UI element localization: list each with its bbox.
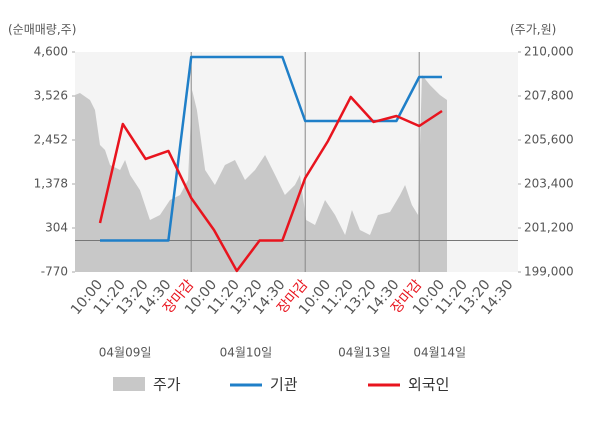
date-label: 04월14일 <box>413 346 466 360</box>
legend-swatch <box>113 377 145 391</box>
y2-tick-label: 199,000 <box>524 265 574 279</box>
price-area <box>75 75 448 272</box>
y2-axis-title: (주가,원) <box>510 23 556 37</box>
plot: 4,600 3,526 2,452 1,378 304 -770 210,000 207,80… <box>34 45 574 360</box>
y-axis-title: (순매매량,주) <box>8 23 76 37</box>
legend-label: 외국인 <box>408 376 449 394</box>
y2-tick-label: 203,400 <box>524 177 574 191</box>
y2-tick-label: 210,000 <box>524 45 574 59</box>
legend-label: 주가 <box>153 376 181 394</box>
y2-tick-label: 201,200 <box>524 221 574 235</box>
y-tick-label: 3,526 <box>34 89 68 103</box>
series-line <box>100 55 442 242</box>
y-tick-label: 304 <box>45 221 68 235</box>
date-label: 04월13일 <box>338 346 391 360</box>
y2-tick-label: 205,600 <box>524 133 574 147</box>
date-label: 04월09일 <box>99 346 152 360</box>
y-tick-label: 4,600 <box>34 45 68 59</box>
series-line <box>98 95 443 273</box>
legend-label: 기관 <box>270 376 298 394</box>
y-tick-label: 2,452 <box>34 133 68 147</box>
date-label: 04월10일 <box>220 346 273 360</box>
y-tick-label: 1,378 <box>34 177 68 191</box>
y2-tick-label: 207,800 <box>524 89 574 103</box>
y-tick-label: -770 <box>41 265 68 279</box>
